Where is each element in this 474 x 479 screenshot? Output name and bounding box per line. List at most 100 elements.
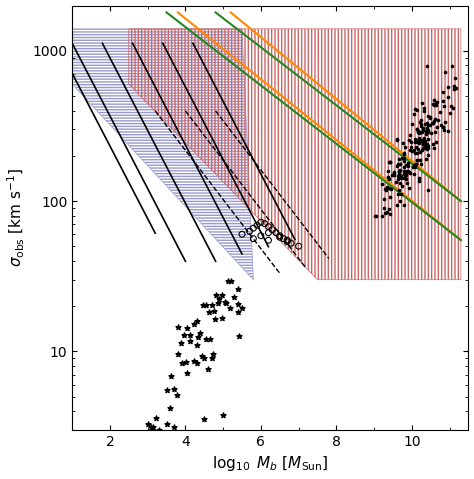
Point xyxy=(206,308,213,316)
Point xyxy=(214,300,222,308)
Point xyxy=(395,168,403,175)
Point xyxy=(393,135,401,143)
Point xyxy=(416,128,424,136)
Point xyxy=(429,119,437,127)
Point xyxy=(385,184,392,192)
Point xyxy=(433,123,440,131)
Point xyxy=(402,175,410,182)
Point xyxy=(401,174,408,182)
Point xyxy=(417,120,425,128)
Point xyxy=(430,96,438,103)
Point xyxy=(422,144,430,151)
Point xyxy=(187,331,194,339)
Point xyxy=(440,123,447,130)
Point xyxy=(430,101,438,109)
Point xyxy=(423,141,430,149)
Point xyxy=(208,354,216,362)
Point xyxy=(424,151,431,159)
Point xyxy=(412,144,420,151)
Point xyxy=(395,155,402,163)
Point xyxy=(436,108,444,115)
Point xyxy=(424,128,432,136)
Point xyxy=(432,128,439,136)
Point xyxy=(411,163,419,171)
Point xyxy=(249,224,257,232)
Point xyxy=(419,147,426,154)
Point xyxy=(238,304,246,312)
Point xyxy=(413,156,421,164)
Point xyxy=(226,304,234,311)
Point xyxy=(396,197,403,205)
Point xyxy=(424,119,431,127)
Point xyxy=(221,298,229,306)
Point xyxy=(209,301,216,308)
Point xyxy=(204,365,211,373)
Point xyxy=(393,201,401,208)
Point xyxy=(235,332,243,340)
Point xyxy=(276,232,283,240)
Point xyxy=(384,173,392,181)
Point xyxy=(429,140,437,148)
Point xyxy=(409,164,416,171)
Point xyxy=(397,174,404,182)
Point xyxy=(452,84,459,91)
Point xyxy=(257,232,264,240)
Point xyxy=(399,139,407,147)
Point xyxy=(183,370,191,377)
Point xyxy=(392,178,400,185)
Point xyxy=(409,148,416,155)
Point xyxy=(448,62,456,69)
Point xyxy=(381,185,389,193)
Point xyxy=(412,160,420,168)
Point xyxy=(399,154,406,162)
Point xyxy=(163,386,170,394)
Point xyxy=(418,160,425,168)
Point xyxy=(179,359,186,367)
Point xyxy=(400,154,408,161)
Point xyxy=(410,111,418,118)
Point xyxy=(403,168,411,175)
Point xyxy=(396,166,403,174)
Point xyxy=(280,235,287,242)
Point xyxy=(432,99,440,107)
Point xyxy=(264,223,272,230)
Point xyxy=(382,186,389,194)
Point xyxy=(401,164,408,171)
Point xyxy=(424,126,432,134)
Point xyxy=(419,126,427,134)
Point xyxy=(395,186,403,194)
Point xyxy=(417,118,424,126)
Point xyxy=(386,159,394,166)
Point xyxy=(444,127,451,135)
Point xyxy=(234,308,242,316)
Point xyxy=(413,125,421,133)
Point xyxy=(415,177,423,184)
Point xyxy=(413,138,421,146)
Point xyxy=(424,136,431,143)
Point xyxy=(380,194,387,202)
Point xyxy=(396,172,404,180)
Point xyxy=(404,159,411,167)
Point xyxy=(435,116,442,124)
Point xyxy=(420,107,428,115)
Point xyxy=(433,101,440,109)
Point xyxy=(444,83,452,91)
Point xyxy=(183,324,191,331)
Point xyxy=(144,420,152,427)
Point xyxy=(418,137,426,144)
Point xyxy=(430,145,438,152)
Point xyxy=(394,172,401,180)
Point xyxy=(384,173,392,181)
Point xyxy=(403,167,410,175)
Point xyxy=(424,113,431,120)
Point xyxy=(196,329,204,337)
Point xyxy=(417,122,425,130)
Point xyxy=(415,130,423,137)
Point xyxy=(397,160,404,168)
Point xyxy=(423,145,430,152)
Point xyxy=(401,149,408,157)
Point xyxy=(441,68,449,76)
Point xyxy=(200,354,207,362)
Point xyxy=(174,351,182,358)
Point xyxy=(416,148,424,156)
